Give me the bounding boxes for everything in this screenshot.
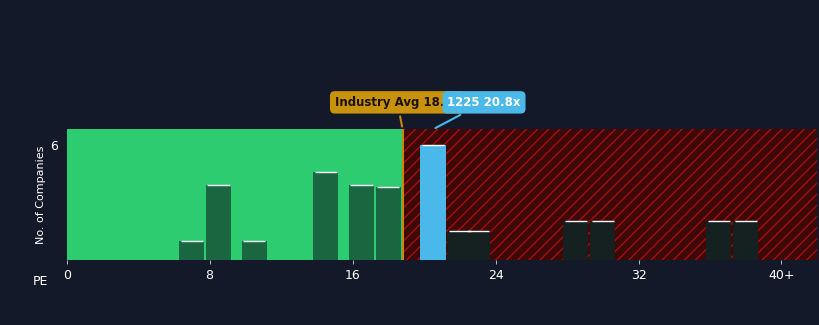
Bar [206,185,231,260]
Text: PE: PE [33,275,48,288]
Bar [375,187,400,260]
Bar [420,145,445,260]
Bar [66,129,402,260]
Bar [732,221,758,260]
Bar [563,221,588,260]
Bar [446,231,472,260]
Bar [402,129,817,260]
Bar [590,221,614,260]
Text: 1225 20.8x: 1225 20.8x [435,96,520,128]
Bar [349,185,373,260]
Text: Industry Avg 18.8x: Industry Avg 18.8x [334,96,459,127]
Bar [179,240,204,260]
Bar [464,231,490,260]
Bar [242,240,266,260]
Bar [705,221,731,260]
Y-axis label: No. of Companies: No. of Companies [35,145,46,244]
Bar [402,129,817,260]
Bar [313,172,338,260]
